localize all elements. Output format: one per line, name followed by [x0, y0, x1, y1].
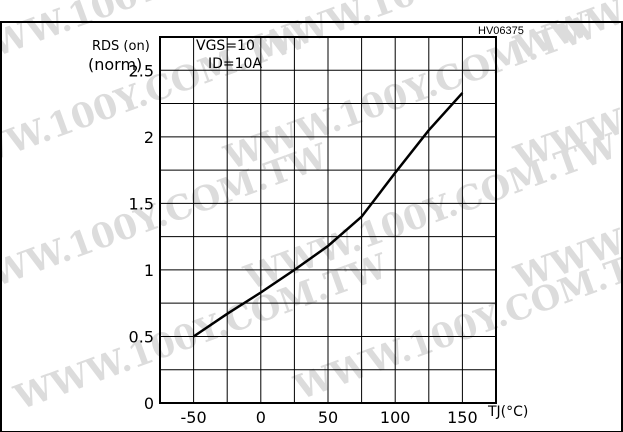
y-tick-label: 1: [144, 261, 154, 280]
x-tick-label: -50: [181, 408, 207, 427]
annotation-vgs: VGS=10: [196, 38, 255, 54]
plot-area-border: [159, 36, 497, 404]
y-tick-labels: 0 0.5 1 1.5 2 2.5: [129, 61, 154, 413]
y-axis-label-line2: (norm): [88, 55, 142, 74]
x-tick-label: 100: [380, 408, 411, 427]
x-tick-label: 150: [447, 408, 478, 427]
x-tick-label: 50: [318, 408, 338, 427]
y-tick-label: 1.5: [129, 194, 154, 213]
outer-frame: [0, 21, 623, 432]
annotation-id: ID=10A: [208, 56, 262, 72]
y-tick-label: 0: [144, 394, 154, 413]
x-axis-label: TJ(°C): [487, 404, 528, 420]
x-tick-label: 0: [256, 408, 266, 427]
y-tick-label: 0.5: [129, 327, 154, 346]
y-axis-label-line1: RDS (on): [92, 39, 150, 54]
y-tick-label: 2: [144, 128, 154, 147]
series-line: [192, 92, 464, 338]
y-tick-label: 2.5: [129, 61, 154, 80]
x-tick-labels: -50 0 50 100 150: [181, 408, 478, 427]
figure-id: HV06375: [478, 25, 524, 37]
